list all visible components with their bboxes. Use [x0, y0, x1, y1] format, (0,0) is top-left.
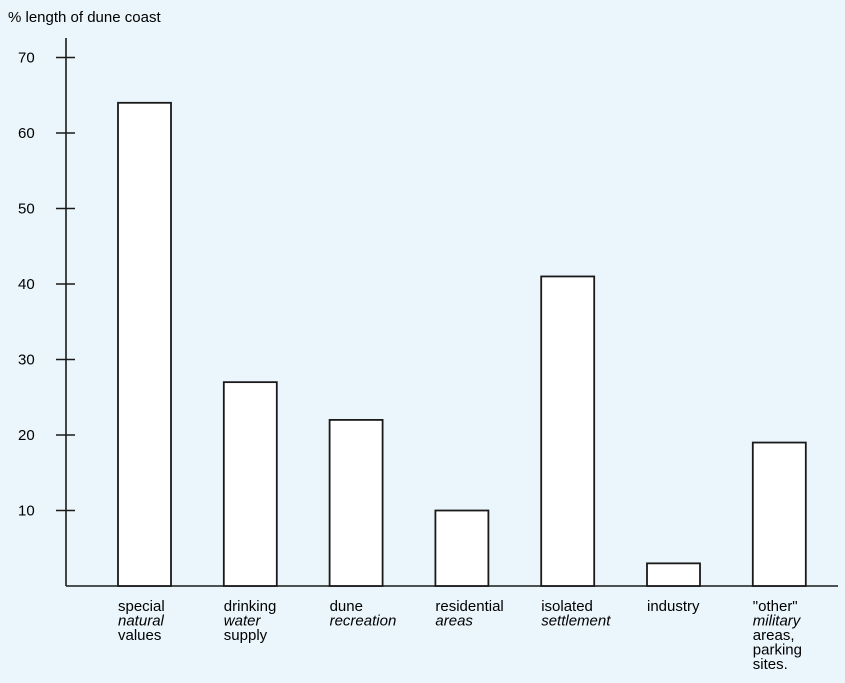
bar: [222, 381, 278, 587]
bars: [117, 101, 807, 587]
y-tick-label: 50: [18, 201, 35, 218]
bar: [646, 562, 701, 587]
y-tick-label: 20: [18, 427, 35, 444]
x-tick-label-line: residential: [435, 598, 503, 615]
x-tick-label-line: isolated: [541, 598, 593, 615]
x-tick-label-line: natural: [118, 613, 165, 630]
x-tick-label-line: military: [753, 613, 802, 630]
x-tick-label-line: sites.: [753, 656, 788, 673]
bar: [434, 509, 490, 587]
x-tick-label: industry: [647, 598, 700, 615]
x-tick-label-line: parking: [753, 642, 802, 659]
axes: [65, 38, 838, 587]
y-tick-label: 60: [18, 125, 35, 142]
x-tick-label-line: areas: [435, 613, 473, 630]
x-tick-label-line: dune: [330, 598, 363, 615]
x-tick-label-line: "other": [753, 598, 798, 615]
y-axis-label: % length of dune coast: [8, 9, 161, 26]
y-tick-label: 10: [18, 503, 35, 520]
bar: [328, 418, 384, 587]
bar: [751, 441, 807, 587]
x-tick-label-line: values: [118, 627, 161, 644]
y-tick-label: 70: [18, 50, 35, 67]
x-tick-label-line: drinking: [224, 598, 277, 615]
x-tick-label-line: industry: [647, 598, 700, 615]
bar: [540, 275, 596, 587]
x-tick-label-line: supply: [224, 627, 268, 644]
y-tick-label: 30: [18, 352, 35, 369]
y-tick-label: 40: [18, 276, 35, 293]
x-tick-label-line: settlement: [541, 613, 611, 630]
x-tick-label-line: water: [224, 613, 262, 630]
x-tick-labels: specialnaturalvaluesdrinkingwatersupplyd…: [118, 598, 802, 673]
x-tick-label-line: recreation: [330, 613, 397, 630]
y-ticks: 10 20 30 40 50 60 70: [18, 50, 75, 520]
x-tick-label-line: areas,: [753, 627, 795, 644]
bar: [117, 101, 172, 587]
x-tick-label-line: special: [118, 598, 165, 615]
